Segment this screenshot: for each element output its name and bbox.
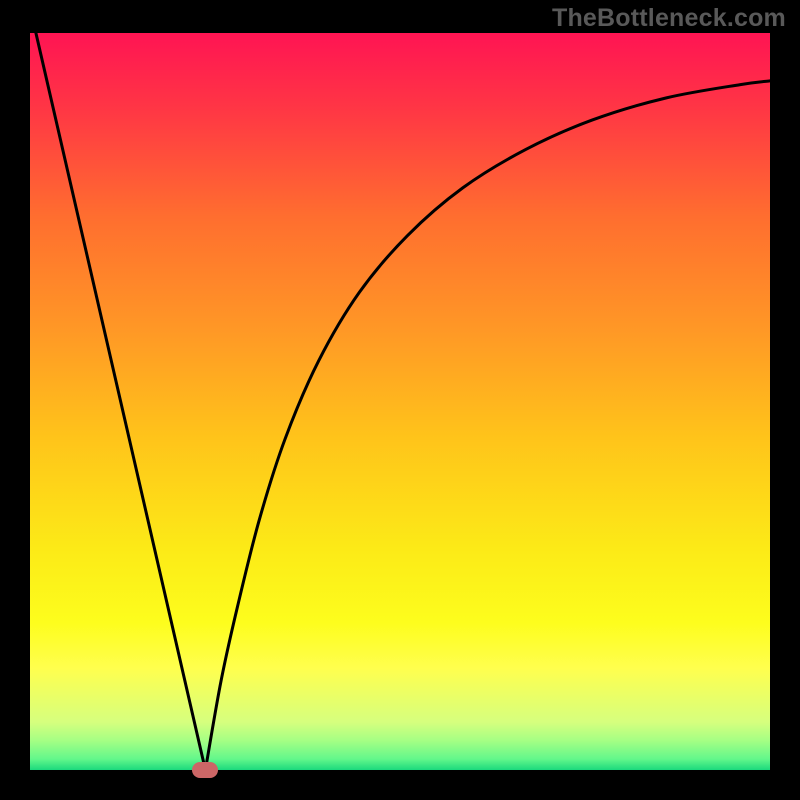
figure-root: TheBottleneck.com bbox=[0, 0, 800, 800]
chart-svg bbox=[30, 33, 770, 770]
watermark-text: TheBottleneck.com bbox=[552, 4, 786, 33]
dip-marker bbox=[192, 762, 218, 778]
plot-area bbox=[30, 33, 770, 770]
gradient-background bbox=[30, 33, 770, 770]
